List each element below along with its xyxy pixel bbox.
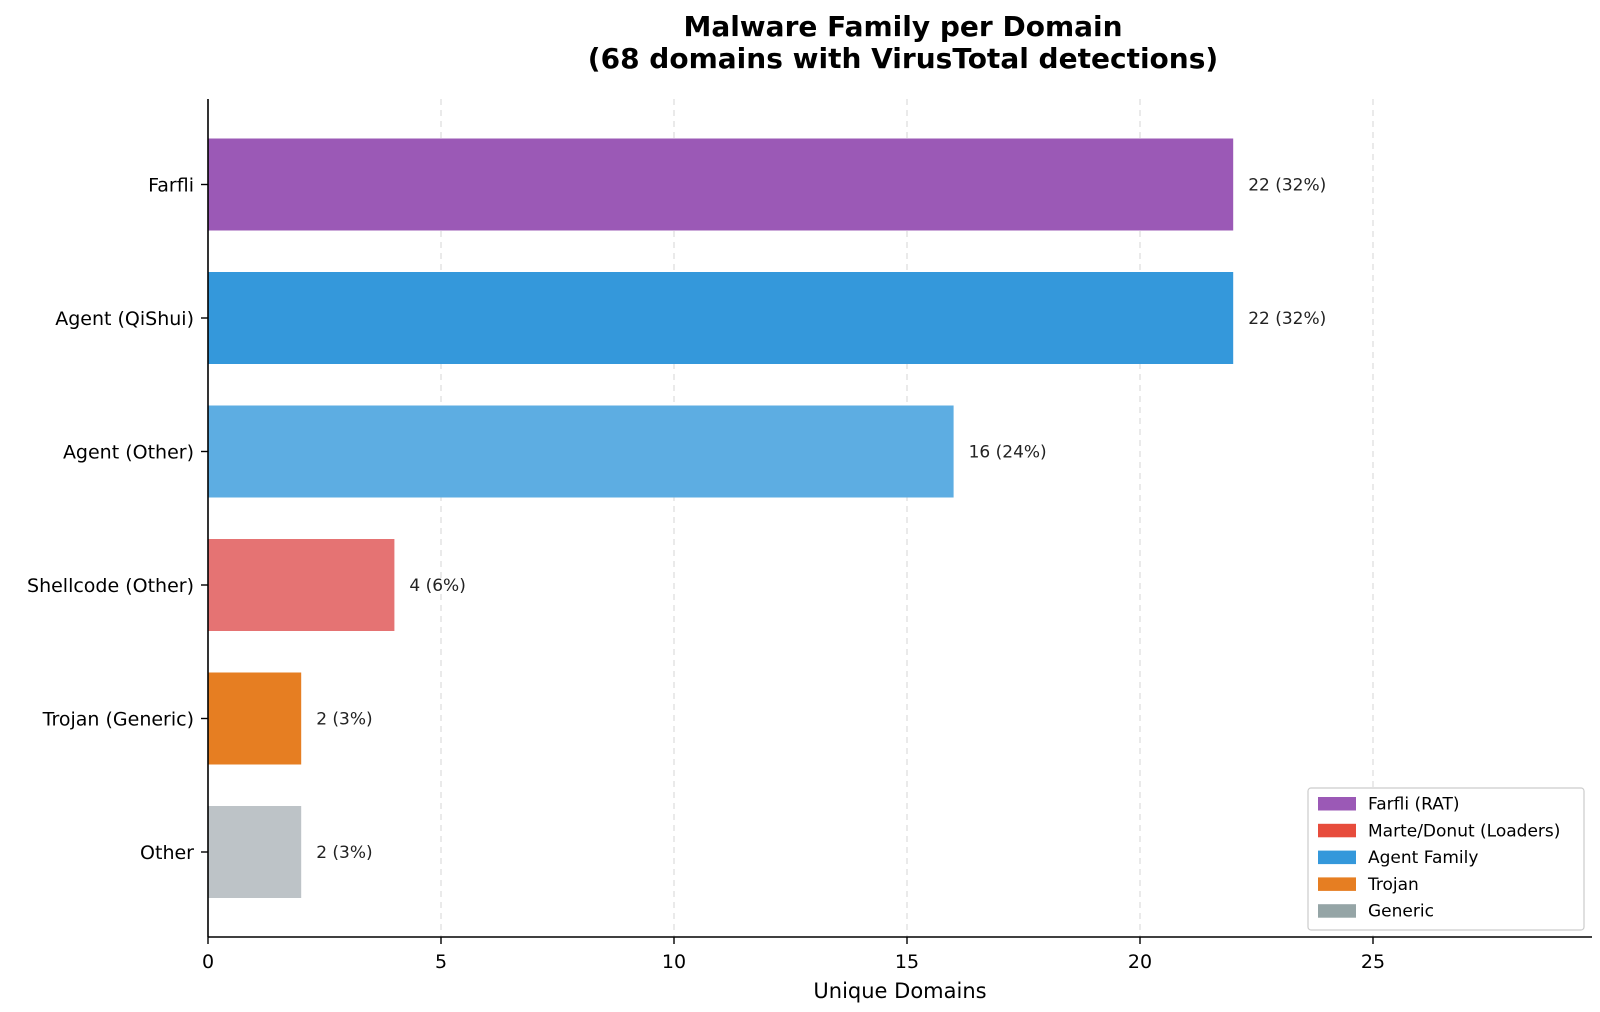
legend-swatch	[1318, 877, 1356, 891]
y-tick-label: Other	[140, 842, 194, 864]
bar	[208, 672, 302, 765]
legend: Farfli (RAT) Marte/Donut (Loaders) Agent F…	[1307, 787, 1585, 931]
bar-value-label: 22 (32%)	[1248, 176, 1326, 196]
bar	[208, 272, 1234, 364]
legend-swatch	[1318, 823, 1356, 838]
chart-title-line-2: (68 domains with VirusTotal detections)	[588, 42, 1218, 75]
bar-value-label: 2 (3%)	[316, 843, 372, 863]
legend-label: Generic	[1368, 902, 1434, 922]
x-axis-label: Unique Domains	[813, 979, 986, 1003]
legend-box	[1307, 787, 1585, 931]
legend-swatch	[1318, 850, 1356, 865]
bar-value-label: 16 (24%)	[969, 443, 1047, 463]
y-tick-label: Agent (QiShui)	[55, 308, 194, 330]
legend-label: Marte/Donut (Loaders)	[1368, 821, 1560, 841]
x-axis-ticks: 0 5 10 15 20 25	[202, 937, 1385, 973]
legend-label: Trojan	[1367, 875, 1419, 895]
x-tick-label: 10	[662, 951, 686, 973]
chart-title-line-1: Malware Family per Domain	[683, 10, 1122, 43]
legend-swatch	[1318, 797, 1356, 811]
y-tick-label: Shellcode (Other)	[27, 575, 194, 597]
y-axis-ticks: Farfli Agent (QiShui) Agent (Other) Shellco…	[27, 175, 208, 864]
bar-value-label: 22 (32%)	[1248, 309, 1326, 329]
legend-label: Farfli (RAT)	[1368, 795, 1460, 815]
x-tick-label: 15	[895, 951, 919, 973]
x-tick-label: 5	[435, 951, 447, 973]
y-tick-label: Agent (Other)	[63, 442, 194, 464]
bar-value-labels: 22 (32%) 22 (32%) 16 (24%) 4 (6%) 2 (3%) 2 (3…	[316, 176, 1326, 864]
bars-group	[208, 138, 1234, 898]
x-tick-label: 25	[1361, 951, 1385, 973]
legend-label: Agent Family	[1368, 848, 1478, 868]
legend-swatch	[1318, 904, 1356, 918]
x-tick-label: 0	[202, 951, 214, 973]
bar	[208, 405, 954, 498]
bar	[208, 138, 1234, 231]
bar-value-label: 2 (3%)	[316, 710, 372, 730]
bar-value-label: 4 (6%)	[409, 576, 465, 596]
y-tick-label: Trojan (Generic)	[42, 709, 194, 731]
bar	[208, 806, 302, 898]
x-tick-label: 20	[1128, 951, 1152, 973]
bar	[208, 539, 395, 631]
y-tick-label: Farfli	[148, 175, 194, 197]
